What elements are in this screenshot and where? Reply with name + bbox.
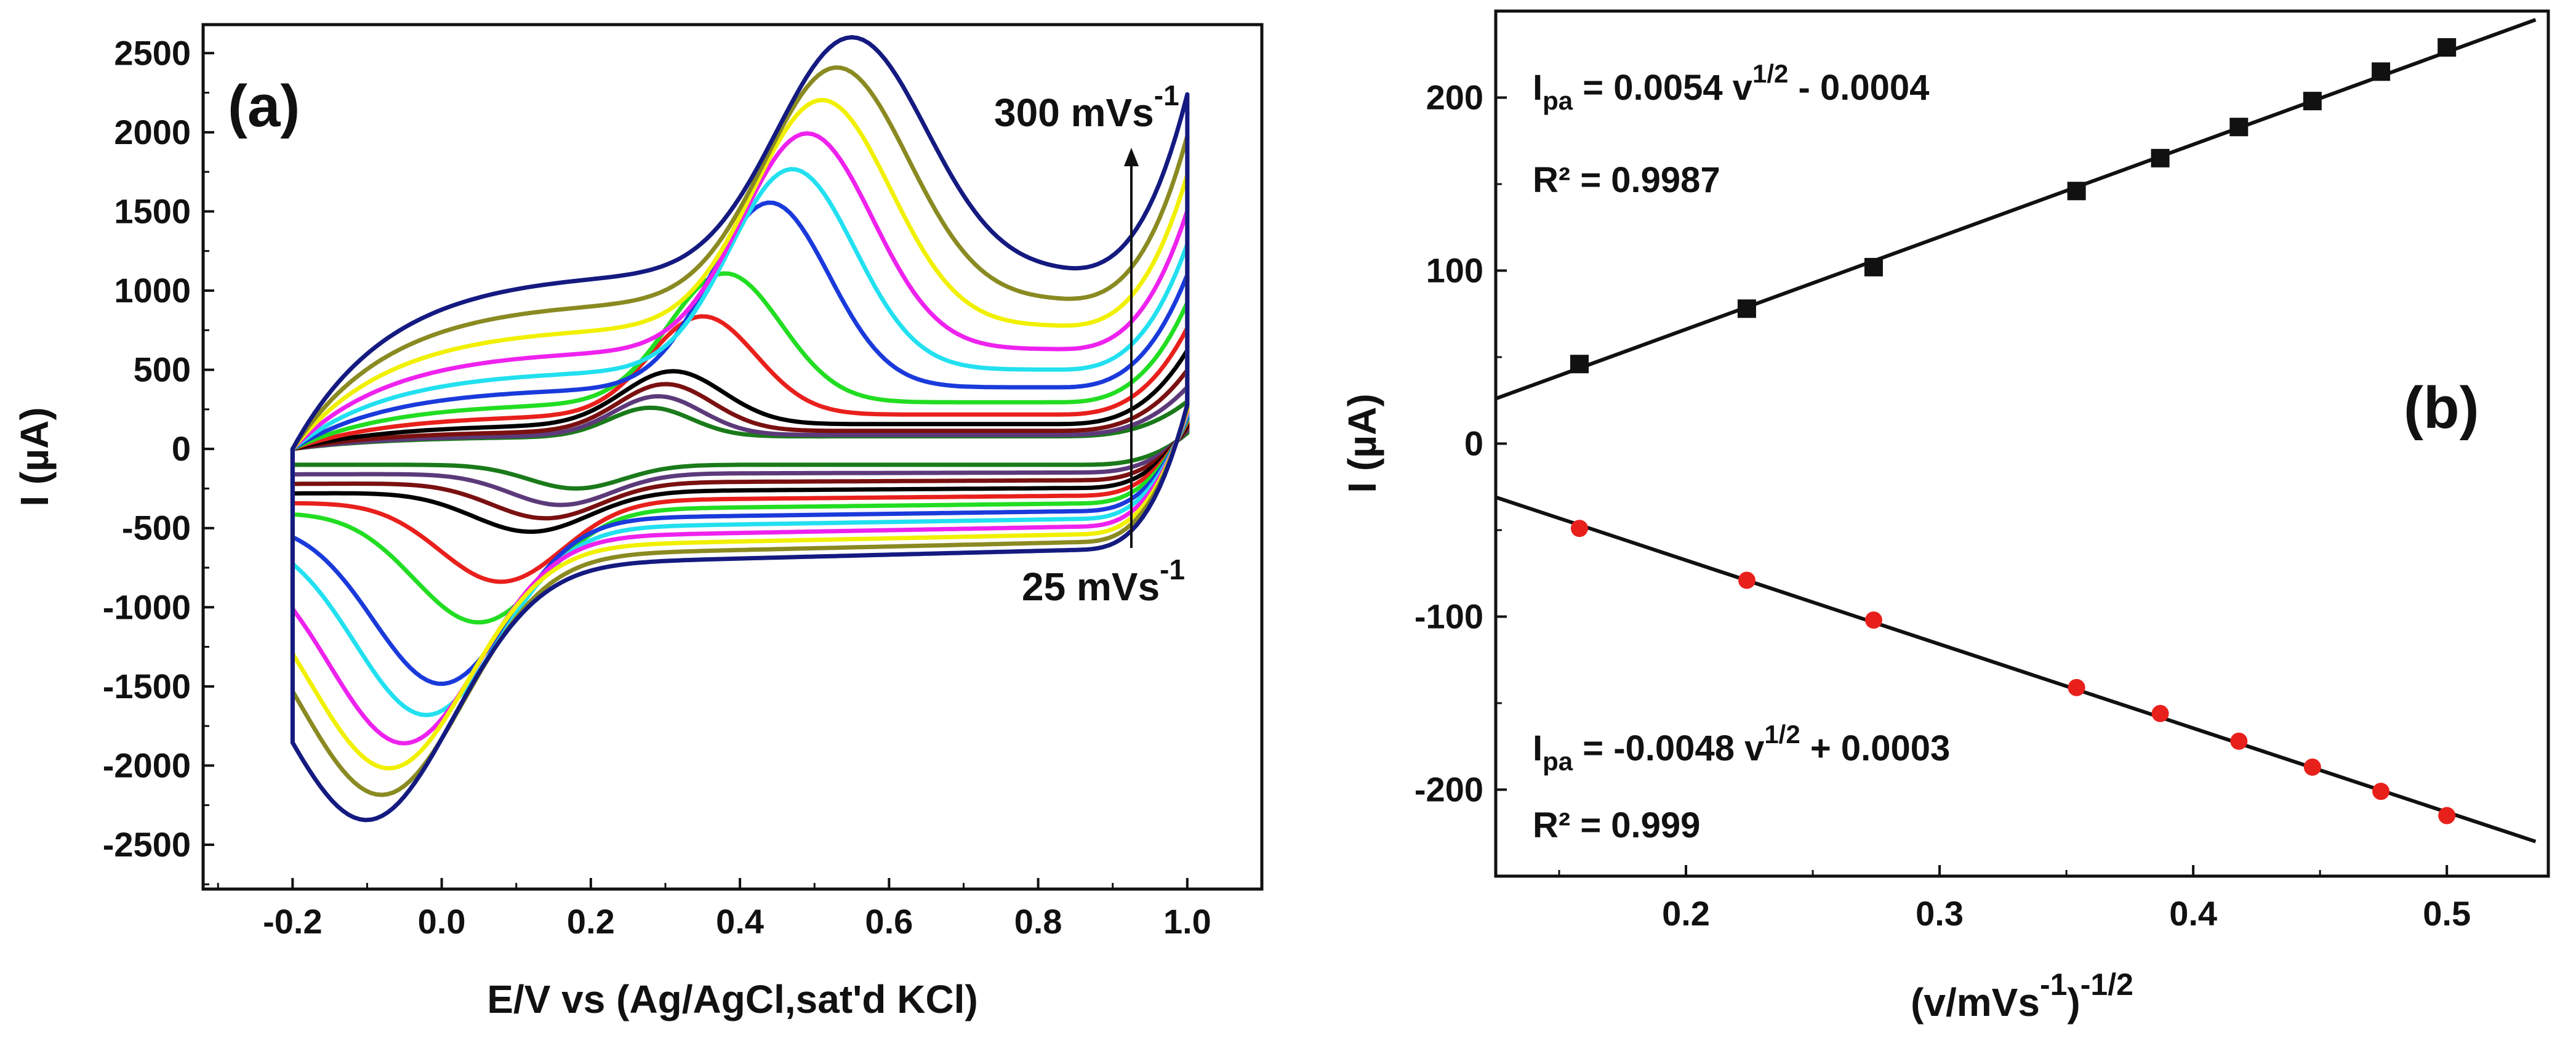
a-x-tick-label: 1.0 bbox=[1163, 902, 1211, 941]
panel-b-fit-lines bbox=[1495, 18, 2537, 844]
a-y-tick-label: 500 bbox=[134, 350, 191, 389]
b-y-tick-label: 0 bbox=[1464, 424, 1483, 463]
a-y-tick-label: -2500 bbox=[103, 825, 191, 864]
a-y-tick-label: 2000 bbox=[114, 113, 191, 151]
b-y-tick-label: 200 bbox=[1426, 78, 1483, 117]
anodic-point bbox=[2438, 38, 2457, 57]
panel-a-label: (a) bbox=[228, 73, 300, 139]
panel-b-points bbox=[1570, 38, 2457, 824]
scan-rate-arrow-head bbox=[1124, 148, 1139, 166]
annotation-25: 25 mVs-1 bbox=[1022, 554, 1185, 609]
cathodic-r-squared: R² = 0.999 bbox=[1533, 805, 1700, 845]
panel-a-curves bbox=[290, 35, 1190, 823]
anodic-point bbox=[2229, 118, 2249, 137]
a-x-tick-label: 0.4 bbox=[716, 902, 764, 941]
panel-a-chart: -0.2 0.0 0.2 0.4 0.6 0.8 1.0 -2500 -2000 -1500 -10… bbox=[12, 23, 1264, 1021]
a-y-tick-label: 1500 bbox=[114, 191, 191, 230]
cathodic-point bbox=[2151, 704, 2169, 722]
anodic-point bbox=[1570, 355, 1589, 374]
b-y-tick-label: -200 bbox=[1414, 770, 1483, 809]
a-x-tick-label: 0.6 bbox=[865, 902, 913, 941]
panel-b-y-axis-title: I (µA) bbox=[1340, 393, 1384, 493]
a-x-tick-label: 0.8 bbox=[1014, 902, 1062, 941]
cathodic-fit-line bbox=[1495, 495, 2537, 844]
a-y-tick-label: -500 bbox=[122, 509, 191, 547]
cathodic-point bbox=[1570, 520, 1588, 538]
cathodic-point bbox=[2372, 783, 2390, 800]
panel-a-axes-frame bbox=[201, 23, 1264, 891]
anodic-equation: Ipa = 0.0054 v1/2 - 0.0004 bbox=[1533, 59, 1929, 115]
anodic-r-squared: R² = 0.9987 bbox=[1533, 160, 1720, 200]
panel-b-ticks: 0.2 0.3 0.4 0.5 -200 -100 0 100 200 bbox=[1414, 10, 2471, 933]
a-x-tick-label: 0.2 bbox=[567, 902, 615, 941]
anodic-point bbox=[1864, 257, 1883, 276]
anodic-fit-line bbox=[1495, 18, 2537, 401]
a-y-tick-label: 2500 bbox=[114, 33, 191, 72]
cathodic-point bbox=[1864, 611, 1882, 629]
annotation-300: 300 mVs-1 bbox=[994, 79, 1179, 135]
b-x-tick-label: 0.3 bbox=[1916, 894, 1964, 933]
a-y-tick-label: 0 bbox=[172, 429, 191, 468]
anodic-point bbox=[2303, 92, 2322, 111]
b-x-tick-label: 0.4 bbox=[2169, 894, 2217, 933]
a-x-tick-label: 0.0 bbox=[418, 902, 466, 941]
cathodic-point bbox=[1738, 571, 1755, 589]
cathodic-equation: Ipa = -0.0048 v1/2 + 0.0003 bbox=[1533, 720, 1950, 776]
anodic-point bbox=[2151, 148, 2170, 167]
cathodic-point bbox=[2438, 807, 2456, 824]
a-y-tick-label: -2000 bbox=[103, 746, 191, 784]
a-x-tick-label: -0.2 bbox=[263, 902, 323, 941]
b-y-tick-label: 100 bbox=[1426, 251, 1483, 290]
b-x-tick-label: 0.5 bbox=[2423, 894, 2471, 933]
a-y-tick-label: -1000 bbox=[103, 587, 191, 626]
cv-curve-300 bbox=[290, 35, 1190, 823]
panel-b-chart: 0.2 0.3 0.4 0.5 -200 -100 0 100 200 (b) Ipa = 0.… bbox=[1340, 9, 2550, 1025]
a-y-tick-label: -1500 bbox=[103, 667, 191, 706]
panel-a-ticks: -0.2 0.0 0.2 0.4 0.6 0.8 1.0 -2500 -2000 -1500 -10… bbox=[103, 33, 1263, 941]
b-y-tick-label: -100 bbox=[1414, 597, 1483, 636]
cathodic-point bbox=[2230, 732, 2248, 750]
a-y-tick-label: 1000 bbox=[114, 271, 191, 310]
b-x-tick-label: 0.2 bbox=[1662, 894, 1710, 933]
panel-b-label: (b) bbox=[2404, 375, 2479, 441]
anodic-point bbox=[1737, 299, 1756, 318]
anodic-point bbox=[2067, 182, 2086, 201]
panel-b-axes-frame bbox=[1494, 9, 2550, 878]
anodic-point bbox=[2372, 62, 2391, 81]
panel-b-x-axis-title: (v/mVs-1)-1/2 bbox=[1911, 967, 2133, 1025]
cathodic-point bbox=[2068, 679, 2085, 696]
panel-a-y-axis-title: I (µA) bbox=[12, 407, 57, 506]
panel-a-x-axis-title: E/V vs (Ag/AgCl,sat'd KCl) bbox=[487, 977, 978, 1021]
cathodic-point bbox=[2303, 758, 2321, 776]
